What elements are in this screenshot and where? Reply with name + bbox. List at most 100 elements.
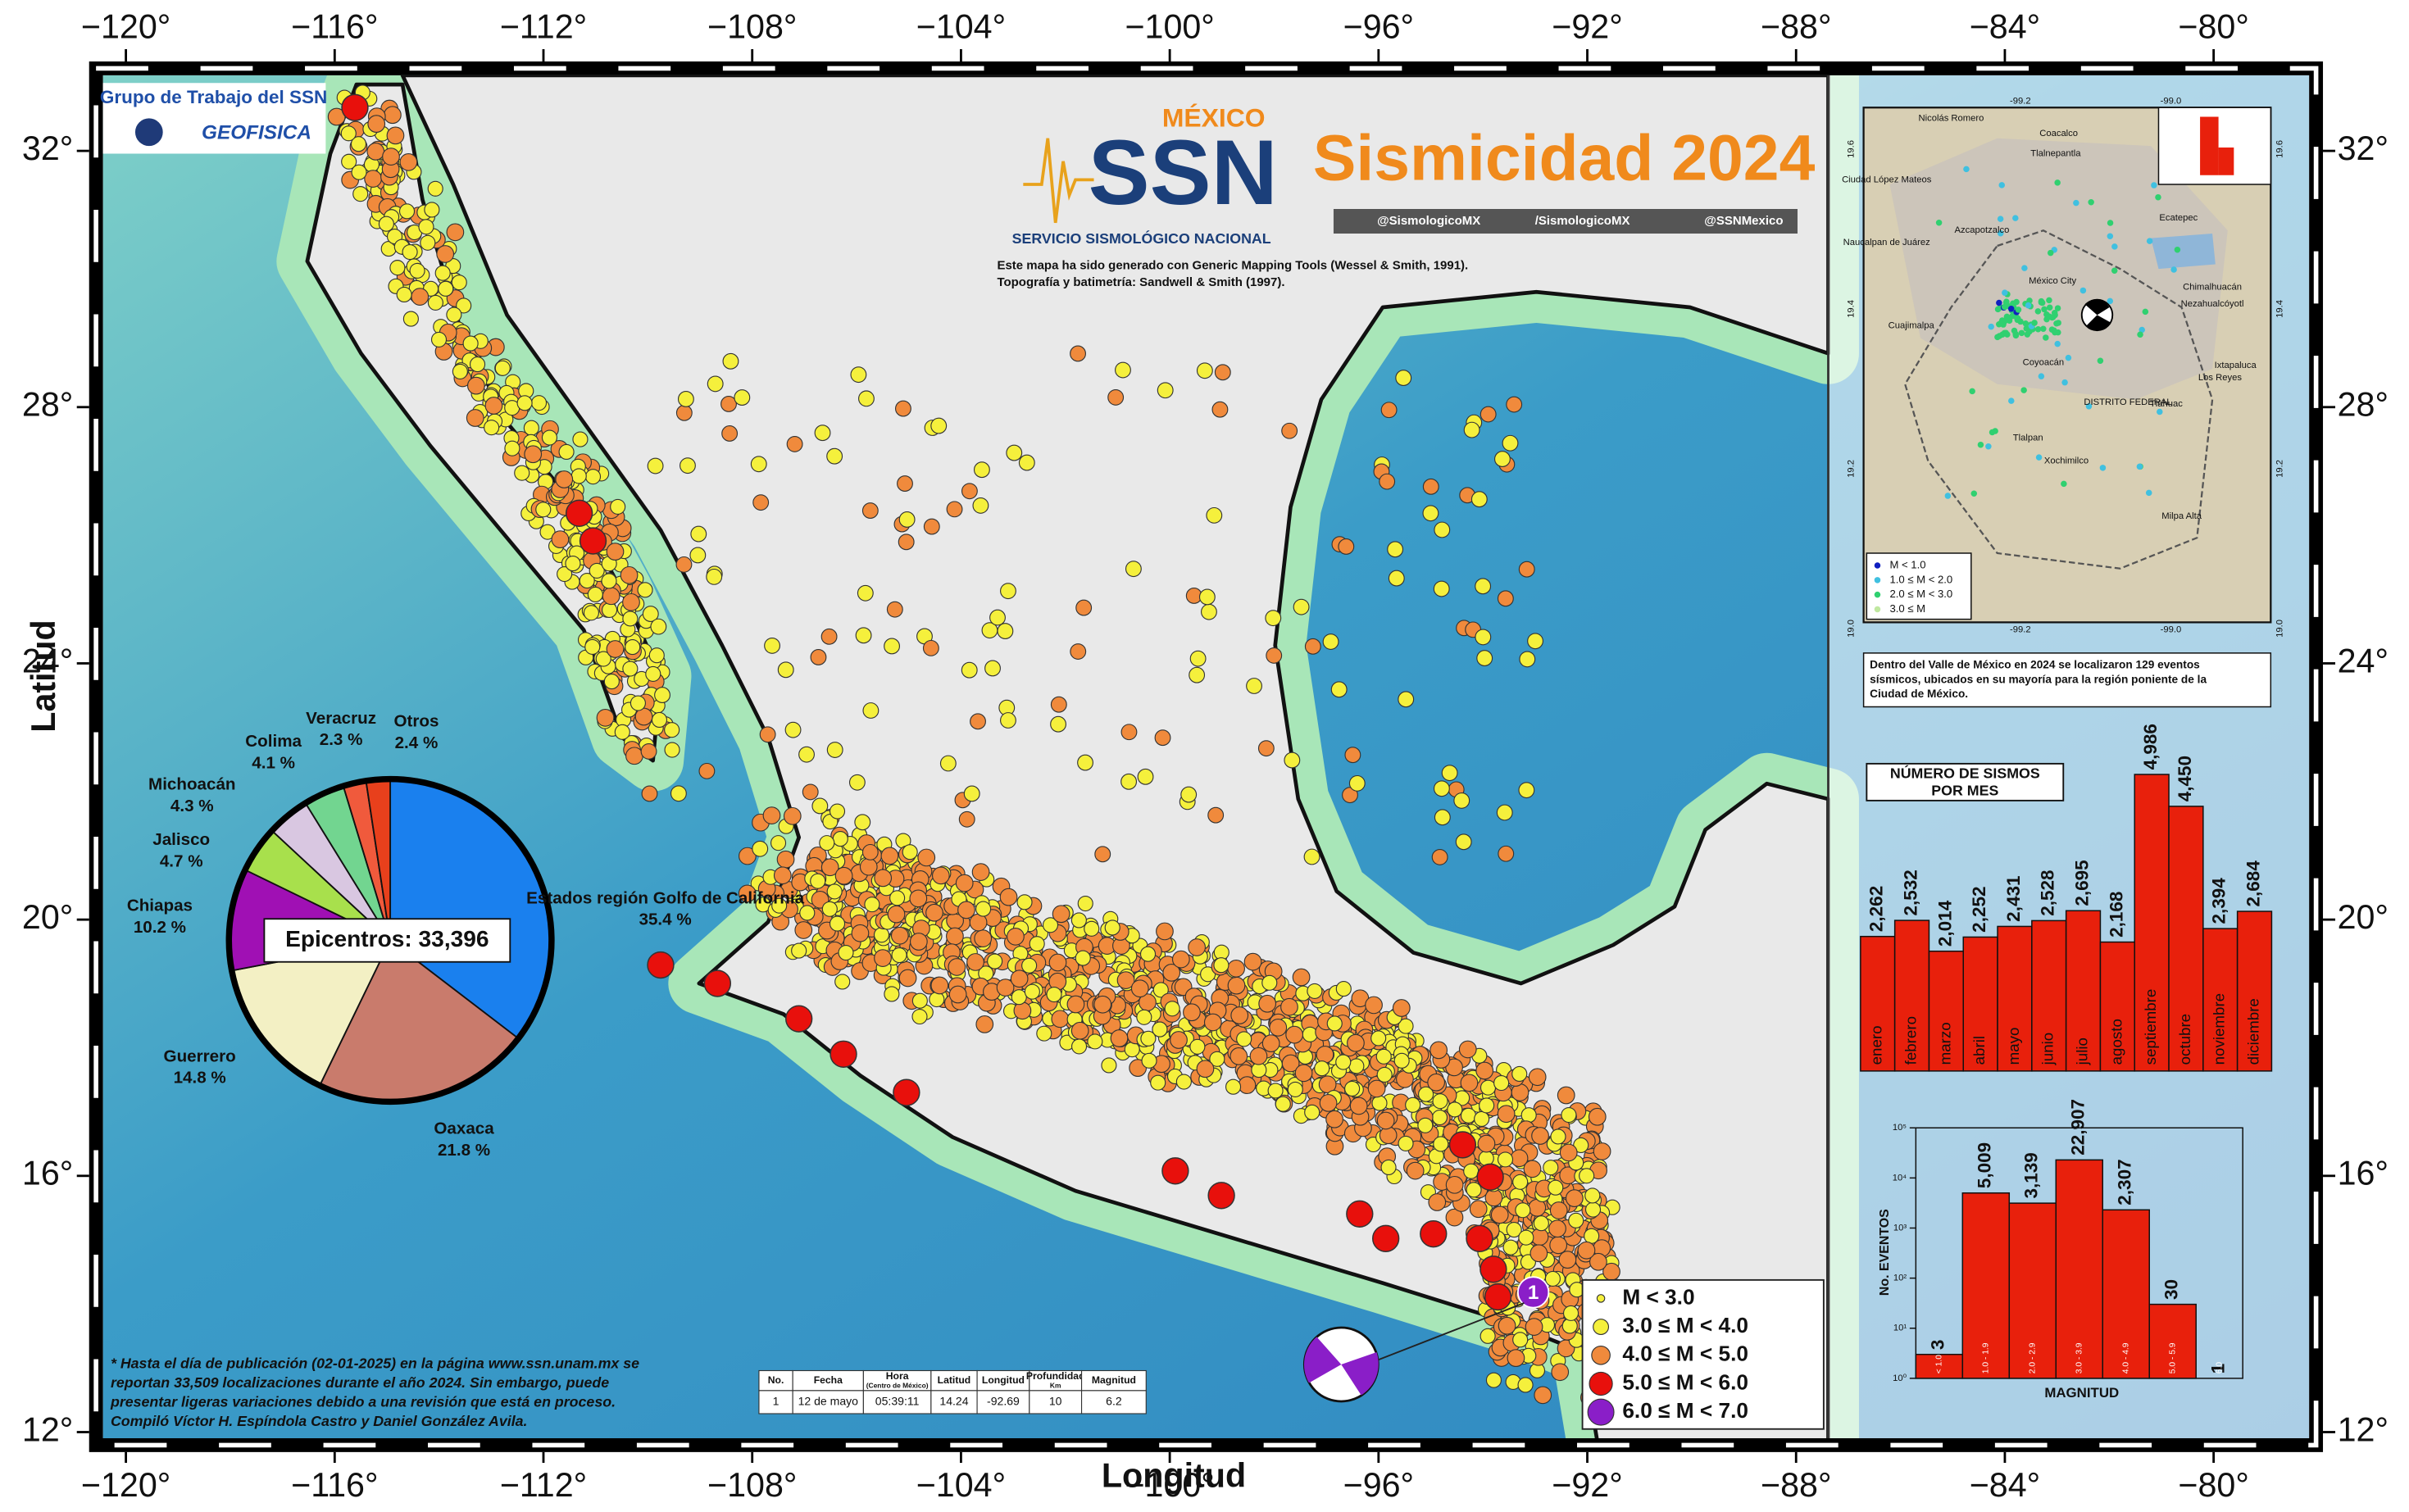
inset-epicenter: [2041, 306, 2048, 313]
epicenter: [777, 661, 794, 679]
pie-title-box: [263, 918, 511, 963]
inset-epicenter: [1996, 299, 2002, 306]
inset-epicenter: [2054, 179, 2061, 186]
epicenter: [675, 404, 693, 421]
epicenter: [798, 746, 815, 763]
inset-epicenter: [1998, 229, 2004, 237]
epicenter-strong: [1484, 1283, 1512, 1311]
epicenter: [698, 762, 716, 779]
epicenter: [427, 294, 443, 311]
epicenter: [1180, 786, 1198, 803]
epicenter: [1170, 1031, 1188, 1049]
y-tick-label: 10⁵: [1893, 1123, 1907, 1133]
epicenter: [1544, 1270, 1561, 1287]
inset-epicenter: [2007, 306, 2015, 312]
table-header: Magnitud: [1092, 1374, 1136, 1386]
epicenter: [1379, 473, 1396, 490]
epicenter: [784, 721, 802, 738]
epicenter: [570, 468, 587, 484]
epicenter: [1171, 950, 1190, 969]
pie-label: Oaxaca: [434, 1119, 494, 1138]
pie-label: Veracruz: [306, 709, 376, 728]
epicenter: [1087, 1033, 1103, 1050]
epicenter: [1429, 1041, 1448, 1060]
inset-epicenter: [1969, 388, 1975, 395]
epicenter: [897, 475, 913, 493]
epicenter: [452, 363, 468, 379]
epicenter: [1470, 491, 1488, 508]
epicenter: [1136, 1009, 1152, 1025]
epicenter: [826, 742, 843, 758]
epicenter: [1529, 1244, 1548, 1263]
epicenter: [1479, 406, 1497, 423]
legend-marker: [1593, 1319, 1610, 1335]
epicenter: [389, 260, 406, 276]
epicenter: [1433, 580, 1450, 597]
epicenter: [494, 360, 511, 376]
epicenter: [819, 835, 835, 851]
epicenter: [539, 524, 556, 540]
inset-place: Naucalpan de Juárez: [1843, 238, 1931, 247]
epicenter: [1227, 976, 1246, 995]
pie-value-label: 4.3 %: [170, 797, 214, 815]
epicenter: [1016, 894, 1033, 910]
epicenter: [606, 543, 625, 561]
epicenter: [535, 502, 552, 518]
inset-epicenter: [1988, 323, 1994, 330]
bar-value-label: 3: [1928, 1340, 1948, 1351]
epicenter: [1568, 1212, 1584, 1228]
epicenter: [1213, 957, 1229, 974]
epicenter: [1528, 1068, 1547, 1087]
epicenter: [859, 857, 878, 876]
epicenter: [1562, 1305, 1579, 1321]
epicenter: [829, 803, 846, 820]
epicenter: [810, 649, 827, 665]
epicenter: [1344, 747, 1361, 764]
inset-legend-marker: [1874, 577, 1881, 583]
bar: [2148, 1303, 2197, 1379]
y-tick-label: 24°: [22, 642, 73, 679]
epicenter: [398, 203, 416, 220]
table-header: Longitud: [982, 1374, 1025, 1386]
epicenter: [884, 986, 900, 1002]
epicenter: [484, 397, 503, 415]
epicenter: [386, 126, 405, 145]
institute: GEOFISICA: [202, 122, 311, 144]
epicenter: [1469, 1200, 1488, 1219]
epicenter: [1434, 809, 1451, 826]
epicenter: [810, 873, 826, 889]
inset-epicenter: [2013, 298, 2020, 306]
epicenter: [1485, 1372, 1502, 1388]
inset-epicenter: [2046, 304, 2053, 311]
epicenter: [647, 457, 664, 474]
epicenter: [1365, 996, 1383, 1015]
x-tick-label: −96°: [1343, 8, 1414, 46]
epicenter: [587, 586, 603, 603]
table-cell: [976, 1390, 1030, 1414]
table-header: Fecha: [814, 1374, 843, 1386]
epicenter: [1518, 1229, 1534, 1246]
axes: −120° −120° −116° −116° −112° −112° −108° −108°…: [22, 8, 2389, 1504]
epicenter: [602, 587, 620, 606]
epicenter: [1370, 1030, 1387, 1047]
inset-place: Coyoacán: [2023, 357, 2065, 367]
table-header: Hora: [886, 1370, 909, 1382]
x-tick-label: −88°: [1761, 1466, 1831, 1504]
epicenter: [1238, 1076, 1257, 1095]
epicenter: [351, 164, 367, 180]
epicenter: [1548, 1179, 1564, 1196]
leader-line: [1377, 1302, 1525, 1361]
epicenter: [1398, 691, 1415, 708]
y-tick-label: 10²: [1893, 1274, 1907, 1283]
epicenter: [606, 640, 625, 658]
legend-marker: [1591, 1345, 1611, 1365]
epicenter: [829, 915, 846, 932]
inset-note: sísmicos, ubicados en su mayoría para la…: [1870, 673, 2207, 685]
epicenter: [1565, 1189, 1584, 1207]
inset-epicenter: [2065, 354, 2072, 361]
epicenter: [1249, 1047, 1268, 1065]
epicenter: [1070, 345, 1086, 362]
inset-legend-label: M < 1.0: [1889, 558, 1925, 570]
inset-epicenter: [1970, 490, 1978, 497]
epicenter: [675, 556, 693, 573]
